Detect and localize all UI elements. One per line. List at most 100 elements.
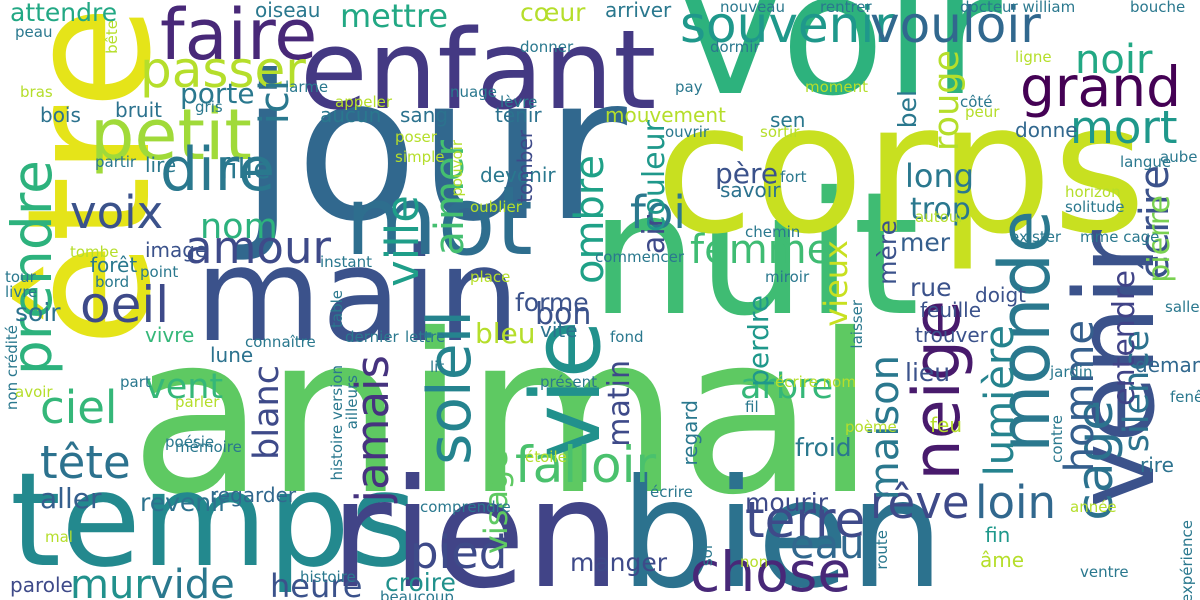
word: pouvoir	[448, 140, 466, 197]
word: corps	[655, 65, 1147, 274]
word: femme	[690, 227, 832, 273]
word: lit	[430, 358, 445, 376]
word: solitude	[1065, 198, 1125, 216]
word: feuille	[920, 298, 981, 322]
word: devenir	[480, 163, 556, 187]
word: vivre	[145, 323, 195, 347]
word: fort	[780, 168, 807, 186]
word: simple	[395, 148, 445, 166]
word: salle	[1165, 298, 1200, 316]
word: sang	[400, 103, 449, 127]
word: bord	[95, 273, 130, 291]
word: ligne	[1015, 48, 1052, 66]
word: mouvement	[605, 103, 726, 127]
word: attendre	[10, 0, 118, 27]
word: poésie	[165, 433, 215, 451]
word: mal	[45, 528, 73, 546]
word: aube	[1160, 148, 1198, 166]
word: mettre	[340, 0, 449, 35]
word: rire	[1140, 453, 1174, 477]
word: docteur william	[960, 0, 1076, 16]
word: bleu	[475, 317, 536, 350]
word: tour	[5, 268, 36, 286]
word: gris	[195, 98, 223, 116]
word: trouver	[915, 323, 988, 347]
word: bouche	[1130, 0, 1186, 16]
word: fille	[220, 152, 271, 185]
word: matin	[602, 360, 637, 447]
word: image	[145, 238, 208, 262]
word: oublier	[470, 198, 522, 216]
word: bon	[535, 297, 592, 332]
word: souvenir	[680, 0, 895, 54]
word: animal	[130, 287, 876, 543]
word: enfant	[300, 6, 657, 134]
word: voir	[680, 0, 1002, 134]
word: revenir	[140, 488, 229, 517]
word: oiseau	[255, 0, 321, 22]
word: mère	[873, 220, 902, 285]
word: forme	[515, 288, 589, 317]
word: chemin	[745, 223, 801, 241]
word: laisser	[848, 300, 866, 349]
word: vouloir	[870, 0, 1041, 54]
word: long	[905, 157, 975, 195]
word: vide	[150, 562, 235, 600]
word: aller	[40, 482, 102, 515]
word: heure	[270, 567, 363, 600]
word: dormir	[710, 38, 760, 56]
word: dernier	[345, 328, 399, 346]
word: langue	[1120, 153, 1172, 171]
word: nuit	[590, 156, 920, 354]
word: expérience	[1178, 520, 1196, 600]
word: nom	[200, 207, 278, 247]
word: mémoire	[175, 438, 242, 456]
word: instant	[320, 253, 372, 271]
word: bruit	[115, 98, 162, 122]
word: amour	[185, 221, 331, 274]
word: trop	[910, 192, 971, 227]
word: lieu	[905, 358, 951, 387]
word: noir	[1075, 37, 1153, 83]
word: donne	[1015, 118, 1078, 142]
word: fin	[985, 523, 1011, 547]
word: autour	[915, 208, 965, 226]
word: feu	[930, 413, 963, 437]
word: temps	[10, 444, 418, 596]
word: lumière	[977, 325, 1023, 477]
word: manger	[570, 548, 668, 577]
word: tête	[40, 436, 131, 489]
word: étoile	[525, 448, 567, 466]
word: vent	[145, 367, 224, 407]
word: miroir	[765, 268, 810, 286]
word: côté	[960, 93, 993, 111]
word: falloir	[515, 436, 657, 494]
word: bien	[620, 448, 945, 600]
word: forêt	[90, 253, 138, 277]
word: rue	[910, 273, 952, 302]
word: vite	[540, 318, 578, 342]
word: tomber	[513, 130, 537, 203]
word: peau	[15, 23, 53, 41]
word: voix	[70, 186, 164, 239]
word: lettre	[405, 328, 446, 346]
word: perdre	[742, 295, 775, 387]
word: appeler	[335, 93, 393, 111]
word: arbre	[740, 367, 834, 407]
word: peur	[965, 103, 1000, 121]
word: mer	[900, 228, 951, 257]
word: partir	[95, 153, 137, 171]
word: poser	[395, 128, 437, 146]
word: demande	[1135, 353, 1200, 377]
word: ouvrir	[665, 123, 710, 141]
word: entendre	[1107, 270, 1142, 406]
word: parole	[10, 573, 73, 597]
word: point	[140, 263, 179, 281]
word: croire	[385, 568, 456, 597]
word: non	[740, 553, 769, 571]
word: cœur	[520, 0, 586, 27]
word: nuage	[450, 83, 497, 101]
word: mourir	[745, 488, 828, 517]
word: moment	[805, 78, 869, 96]
word: loin	[975, 476, 1057, 529]
